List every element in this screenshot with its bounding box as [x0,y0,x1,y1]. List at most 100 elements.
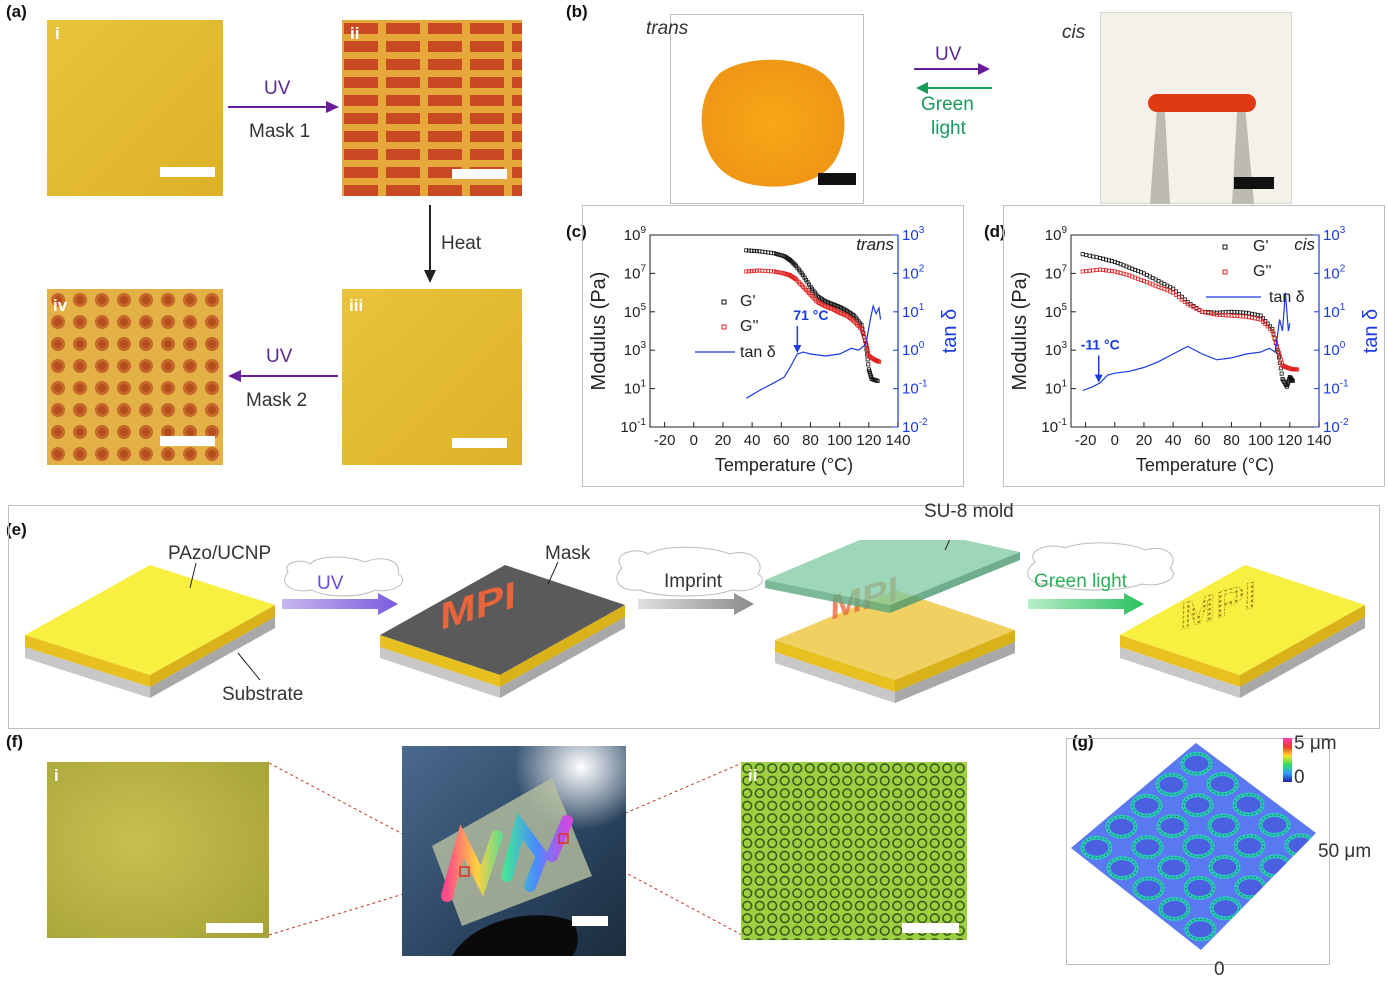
x-tick-label: 20 [1136,432,1153,449]
panel-e-frame [8,505,1380,729]
b-arrow-green-1: Green [921,94,974,115]
g-prime-point [788,257,793,262]
cis-caption: cis [1062,22,1086,43]
g-prime-point [866,362,871,367]
arrow-uv-mask2 [228,370,338,382]
tile-f-i-photo [47,762,269,938]
g-double-prime-point [746,269,751,274]
g-prime-point [1279,371,1284,376]
legend-gprime-text: G' [1253,238,1269,255]
x-tick-label: 20 [715,432,732,449]
well-ring-speckle [1234,794,1263,815]
g-double-prime-point [776,270,781,275]
tile-a-iv-photo [47,289,223,465]
tile-a-i-photo [47,20,223,196]
panel-a-label: (a) [6,2,27,21]
y2-tick-label: 100 [1323,340,1346,359]
g-double-prime-point [860,329,865,334]
tile-f-i-scalebar [206,923,263,933]
y-tick-label: 107 [624,263,647,282]
tile-f-ii-label: ii [748,766,758,785]
panel-g-frame [1066,738,1330,965]
y-tick-label: 109 [1045,225,1068,244]
y-tick-label: 103 [1045,340,1068,359]
g-double-prime-point [1087,268,1092,273]
legend-gprime-marker [1222,244,1228,250]
legend-gdouble-marker [721,324,727,330]
axis-zero: 0 [1214,959,1225,980]
y-tick-label: 105 [1045,302,1068,321]
tile-a-i-scalebar [160,167,215,177]
g-prime-point [1290,378,1295,383]
g-double-prime-point [1179,297,1184,302]
legend-tan-text: tan δ [740,344,776,361]
g-prime-point [1258,313,1263,318]
tile-f-ii-scalebar [902,923,959,933]
g-double-prime-point [778,270,783,275]
tile-a-i-label: i [55,24,60,43]
x-tick-label: -20 [654,432,676,449]
g-double-prime-point [1270,329,1275,334]
g-double-prime-point [1295,367,1300,372]
well-ring-speckle [1185,877,1214,899]
y-axis-label: Modulus (Pa) [1009,272,1031,391]
g-prime-point [754,249,759,254]
legend-gprime-marker [721,299,727,305]
x-tick-label: 140 [1306,432,1331,449]
g-prime-point [752,248,757,253]
colorbar-max: 5 μm [1294,733,1337,754]
g-double-prime-point [1260,319,1265,324]
trans-caption: trans [646,18,689,39]
panel-g-label: (g) [1072,732,1094,751]
legend-gprime-text: G' [740,293,756,310]
arrow1-bottom-text: Mask 1 [249,121,311,142]
panel-b-label: (b) [566,2,588,21]
g-double-prime-point [859,327,864,332]
y-tick-label: 10-1 [1041,417,1067,436]
g-double-prime-point [1174,292,1179,297]
x-tick-label: 80 [802,432,819,449]
g-double-prime-point [1091,268,1096,273]
legend-gdouble-text: G'' [1253,263,1272,280]
x-tick-label: 100 [827,432,852,449]
g-prime-point [771,251,776,256]
well-ring-speckle [1082,837,1111,859]
x-tick-label: 0 [690,432,698,449]
substrate-label: Substrate [222,684,304,705]
well-array [1080,751,1316,942]
y2-tick-label: 103 [1323,225,1346,244]
g-double-prime-point [865,348,870,353]
y-tick-label: 101 [1045,379,1068,398]
well-ring-speckle [1160,898,1189,920]
y-tick-label: 103 [624,340,647,359]
g-double-prime-point [1258,317,1263,322]
axis-50um: 50 μm [1318,841,1372,862]
g-double-prime-point [1265,324,1270,329]
g-prime-point [1087,253,1092,258]
well-ring-speckle [1184,836,1213,857]
colorbar-min: 0 [1294,767,1305,788]
g-prime-point [749,248,754,253]
g-prime-point [1171,286,1176,291]
g-prime-point [776,252,781,257]
well-ring-speckle [1210,856,1239,878]
well-ring-speckle [1182,753,1211,775]
x-tick-label: 120 [856,432,881,449]
y-tick-label: 109 [624,225,647,244]
y2-tick-label: 10-1 [1323,379,1349,398]
g-double-prime-point [754,268,759,273]
g-prime-point [875,378,880,383]
g-prime-point [1290,378,1295,383]
tile-a-iv-label: iv [53,296,68,315]
y2-axis-label: tan δ [1360,309,1382,354]
x-tick-label: 80 [1223,432,1240,449]
g-prime-point [778,252,783,257]
g-double-prime-point [861,332,866,337]
y2-tick-label: 10-2 [1323,417,1349,436]
g-double-prime-point [862,335,867,340]
y2-tick-label: 103 [902,225,925,244]
y2-axis-label: tan δ [939,309,961,354]
mask-label: Mask [545,543,591,564]
g-prime-point [1091,254,1096,259]
reversible-arrows [914,63,992,94]
